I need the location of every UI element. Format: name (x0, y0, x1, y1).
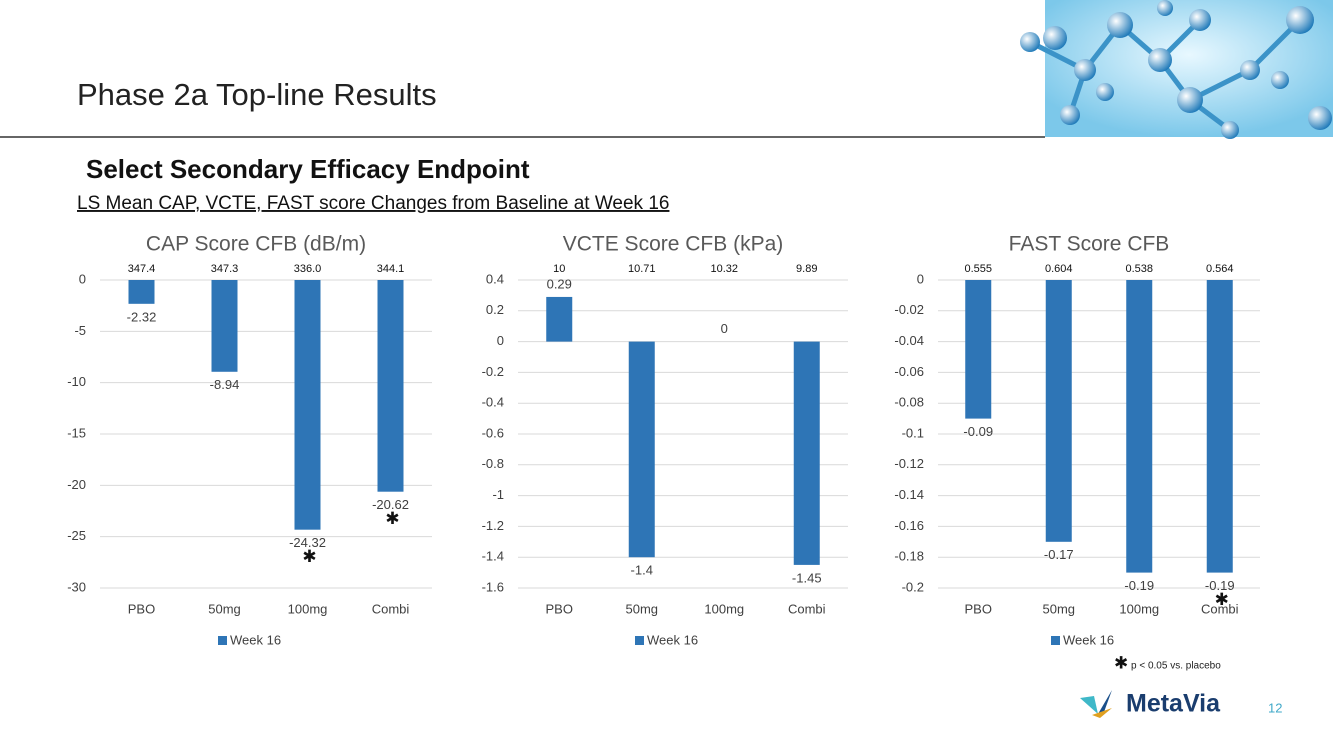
y-tick-label: -0.06 (894, 364, 924, 379)
y-tick-label: -0.2 (902, 579, 924, 594)
x-tick-label: 100mg (704, 601, 744, 616)
y-tick-label: -1.4 (482, 549, 504, 564)
value-label: -20.62 (372, 497, 409, 512)
x-tick-label: 50mg (208, 601, 241, 616)
y-tick-label: -0.02 (894, 302, 924, 317)
bar (965, 280, 992, 419)
significance-mark: ✱ (385, 509, 399, 528)
bar (294, 280, 321, 530)
legend-swatch (218, 636, 227, 645)
y-tick-label: -0.8 (482, 456, 504, 471)
value-label: -0.09 (963, 424, 993, 439)
y-tick-label: -0.2 (482, 364, 504, 379)
y-tick-label: -1.6 (482, 579, 504, 594)
value-label: -2.32 (127, 309, 157, 324)
value-label: -1.4 (631, 563, 653, 578)
x-tick-label: Combi (1201, 601, 1239, 616)
baseline-label: 10.71 (628, 263, 656, 275)
y-tick-label: 0.4 (486, 271, 504, 286)
y-tick-label: -0.1 (902, 425, 924, 440)
x-tick-label: 100mg (1119, 601, 1159, 616)
baseline-label: 347.3 (211, 263, 239, 275)
y-tick-label: -5 (74, 323, 86, 338)
y-tick-label: -20 (67, 477, 86, 492)
value-label: -0.19 (1205, 578, 1235, 593)
bar (546, 296, 573, 342)
y-tick-label: -0.16 (894, 518, 924, 533)
x-tick-label: PBO (965, 601, 992, 616)
significance-mark: ✱ (302, 547, 316, 566)
y-tick-label: 0 (497, 333, 504, 348)
footnote-symbol: ✱ (1114, 653, 1128, 672)
chart-title: FAST Score CFB (1009, 233, 1170, 256)
x-tick-label: PBO (546, 601, 573, 616)
y-tick-label: 0 (79, 271, 86, 286)
legend-label: Week 16 (230, 632, 281, 647)
value-label: -8.94 (210, 377, 240, 392)
y-tick-label: -10 (67, 374, 86, 389)
legend-label: Week 16 (647, 632, 698, 647)
baseline-label: 0.604 (1045, 263, 1073, 275)
y-tick-label: -25 (67, 528, 86, 543)
bar (128, 280, 155, 304)
legend-label: Week 16 (1063, 632, 1114, 647)
x-tick-label: Combi (372, 601, 410, 616)
logo: MetaVia (1126, 690, 1221, 718)
y-tick-label: -30 (67, 579, 86, 594)
baseline-label: 0.564 (1206, 263, 1234, 275)
baseline-label: 344.1 (377, 263, 405, 275)
molecule-image (1020, 0, 1333, 139)
bar (1045, 280, 1072, 542)
bar (211, 280, 238, 372)
baseline-label: 0.555 (964, 263, 992, 275)
y-tick-label: 0 (917, 271, 924, 286)
x-tick-label: 50mg (625, 601, 658, 616)
x-tick-label: 100mg (288, 601, 328, 616)
legend-swatch (635, 636, 644, 645)
subheading: LS Mean CAP, VCTE, FAST score Changes fr… (77, 193, 669, 214)
baseline-label: 10.32 (710, 263, 738, 275)
y-tick-label: -1.2 (482, 518, 504, 533)
value-label: -0.19 (1124, 578, 1154, 593)
heading: Select Secondary Efficacy Endpoint (86, 154, 530, 184)
value-label: -24.32 (289, 535, 326, 550)
significance-mark: ✱ (1215, 590, 1229, 609)
x-tick-label: PBO (128, 601, 155, 616)
chart-title: VCTE Score CFB (kPa) (563, 233, 784, 256)
page-number: 12 (1268, 700, 1282, 715)
y-tick-label: -15 (67, 425, 86, 440)
y-tick-label: -0.04 (894, 333, 924, 348)
baseline-label: 336.0 (294, 263, 322, 275)
value-label: 0.29 (547, 276, 572, 291)
legend-swatch (1051, 636, 1060, 645)
y-tick-label: -0.6 (482, 425, 504, 440)
y-tick-label: -1 (492, 487, 504, 502)
bar (377, 280, 404, 492)
logo-mark (1080, 690, 1112, 718)
chart-title: CAP Score CFB (dB/m) (146, 233, 366, 256)
bar (628, 341, 655, 558)
y-tick-label: -0.12 (894, 456, 924, 471)
value-label: -1.45 (792, 570, 822, 585)
value-label: -0.17 (1044, 547, 1074, 562)
y-tick-label: -0.18 (894, 549, 924, 564)
value-label: 0 (721, 321, 728, 336)
bar (1206, 280, 1233, 573)
x-tick-label: Combi (788, 601, 826, 616)
baseline-label: 0.538 (1125, 263, 1153, 275)
slide-title: Phase 2a Top-line Results (77, 77, 437, 112)
y-tick-label: -0.08 (894, 395, 924, 410)
footnote: p < 0.05 vs. placebo (1131, 661, 1221, 672)
baseline-label: 9.89 (796, 263, 817, 275)
bar (793, 341, 820, 565)
y-tick-label: 0.2 (486, 302, 504, 317)
baseline-label: 347.4 (128, 263, 156, 275)
x-tick-label: 50mg (1042, 601, 1075, 616)
bar (1126, 280, 1153, 573)
y-tick-label: -0.4 (482, 395, 504, 410)
y-tick-label: -0.14 (894, 487, 924, 502)
baseline-label: 10 (553, 263, 565, 275)
